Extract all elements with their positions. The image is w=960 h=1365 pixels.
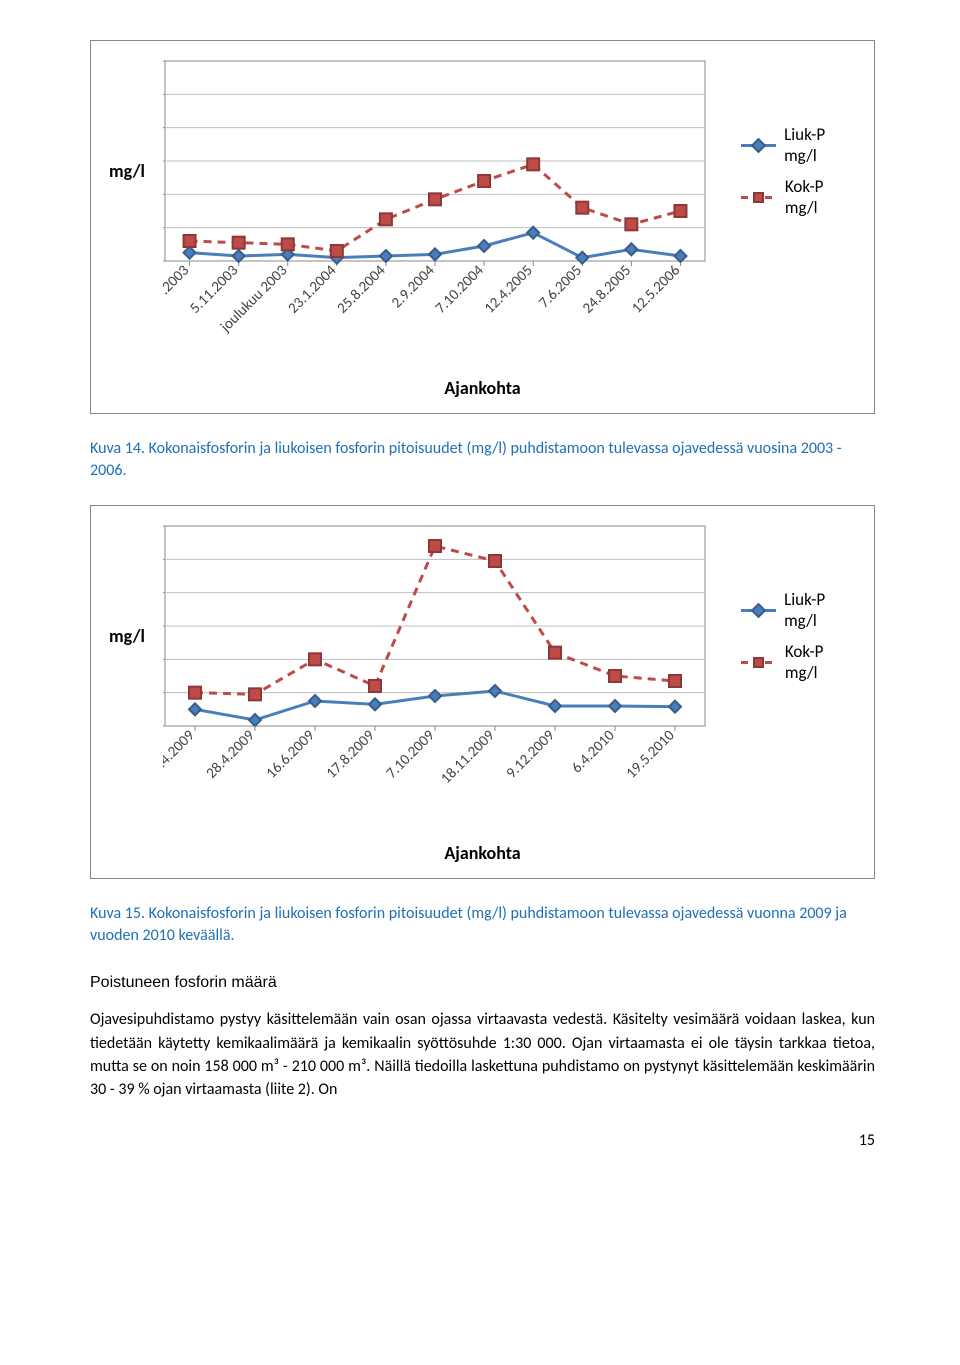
section-heading: Poistuneen fosforin määrä	[90, 974, 875, 992]
chart-2: mg/l 0,0000,1000,2000,3000,4000,5000,600…	[90, 505, 875, 879]
legend-item-kok-p: Kok-P mg/l	[741, 641, 856, 683]
chart-2-plot: 0,0000,1000,2000,3000,4000,5000,6008.4.2…	[163, 524, 723, 828]
svg-text:19.5.2010: 19.5.2010	[623, 727, 679, 783]
caption-2: Kuva 15. Kokonaisfosforin ja liukoisen f…	[90, 903, 875, 946]
chart-2-xaxis-title: Ajankohta	[109, 842, 856, 864]
svg-text:18.11.2009: 18.11.2009	[437, 727, 498, 788]
svg-text:25.8.2004: 25.8.2004	[334, 262, 390, 318]
chart-1-legend: Liuk-P mg/l Kok-P mg/l	[741, 124, 856, 218]
chart-2-svg: 0,0000,1000,2000,3000,4000,5000,6008.4.2…	[163, 524, 723, 824]
svg-text:9.12.2009: 9.12.2009	[503, 727, 559, 783]
legend-item-liuk-p: Liuk-P mg/l	[741, 124, 856, 166]
page: mg/l 0,0000,1000,2000,3000,4000,5000,600…	[0, 0, 960, 1180]
page-number: 15	[90, 1131, 875, 1150]
caption-1: Kuva 14. Kokonaisfosforin ja liukoisen f…	[90, 438, 875, 481]
chart-1-svg: 0,0000,1000,2000,3000,4000,5000,6004.9.2…	[163, 59, 723, 359]
svg-text:7.10.2004: 7.10.2004	[432, 262, 488, 318]
chart-1-xaxis-title: Ajankohta	[109, 377, 856, 399]
chart-1-ylabel: mg/l	[109, 160, 145, 182]
svg-text:23.1.2004: 23.1.2004	[284, 262, 340, 318]
chart-2-legend: Liuk-P mg/l Kok-P mg/l	[741, 589, 856, 683]
legend-label: Liuk-P mg/l	[784, 589, 856, 631]
svg-text:6.4.2010: 6.4.2010	[568, 727, 619, 778]
svg-text:28.4.2009: 28.4.2009	[203, 727, 259, 783]
svg-text:17.8.2009: 17.8.2009	[323, 727, 379, 783]
legend-swatch	[741, 655, 777, 669]
legend-item-kok-p: Kok-P mg/l	[741, 176, 856, 218]
chart-1-inner: mg/l 0,0000,1000,2000,3000,4000,5000,600…	[109, 59, 856, 363]
svg-text:12.5.2006: 12.5.2006	[628, 262, 684, 318]
svg-text:8.4.2009: 8.4.2009	[163, 727, 199, 778]
chart-1-plot: 0,0000,1000,2000,3000,4000,5000,6004.9.2…	[163, 59, 723, 363]
legend-label: Kok-P mg/l	[785, 641, 856, 683]
svg-text:7.10.2009: 7.10.2009	[383, 727, 439, 783]
chart-2-inner: mg/l 0,0000,1000,2000,3000,4000,5000,600…	[109, 524, 856, 828]
chart-1: mg/l 0,0000,1000,2000,3000,4000,5000,600…	[90, 40, 875, 414]
legend-swatch	[741, 190, 777, 204]
legend-label: Kok-P mg/l	[785, 176, 856, 218]
legend-swatch	[741, 138, 776, 152]
svg-text:24.8.2005: 24.8.2005	[579, 262, 635, 318]
chart-2-ylabel: mg/l	[109, 625, 145, 647]
svg-text:12.4.2005: 12.4.2005	[481, 262, 537, 318]
legend-swatch	[741, 603, 776, 617]
body-text: Ojavesipuhdistamo pystyy käsittelemään v…	[90, 1008, 875, 1101]
legend-item-liuk-p: Liuk-P mg/l	[741, 589, 856, 631]
svg-text:16.6.2009: 16.6.2009	[263, 727, 319, 783]
legend-label: Liuk-P mg/l	[784, 124, 856, 166]
